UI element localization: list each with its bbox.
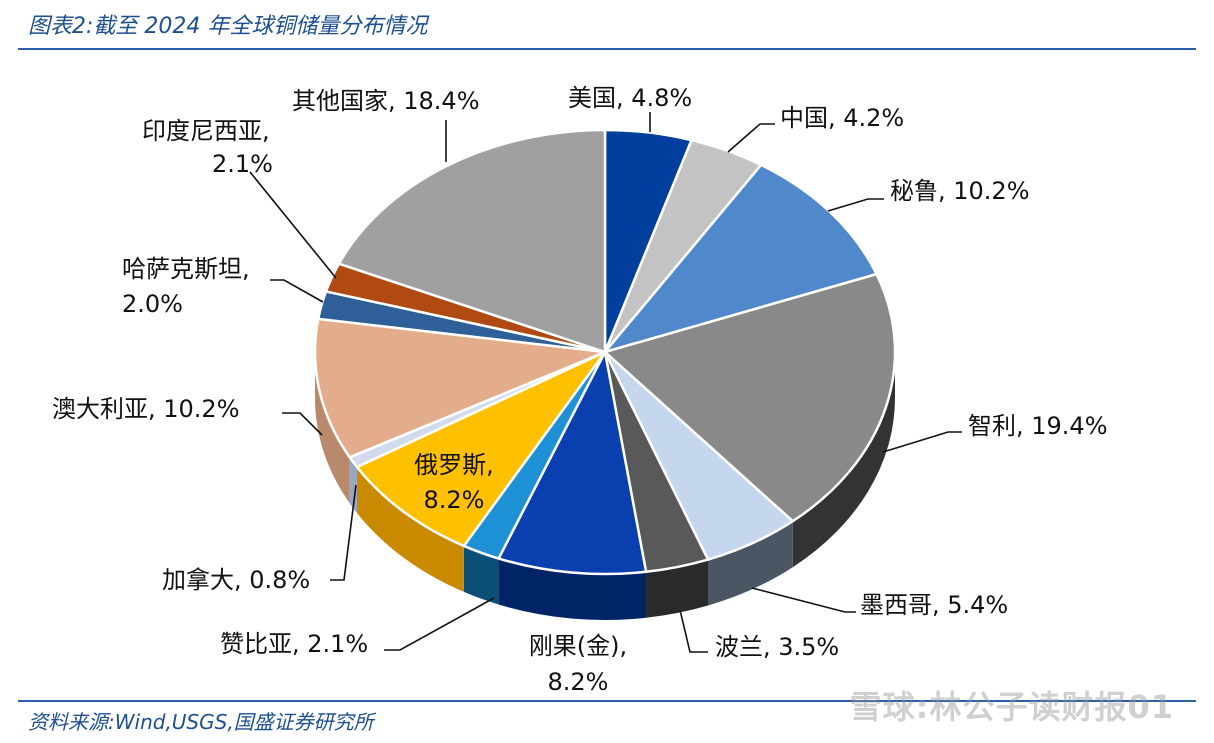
leader-line-10 (282, 412, 323, 436)
slice-label-12: 印度尼西亚, 2.1% (142, 117, 273, 178)
leader-line-1 (727, 123, 775, 153)
slice-label-4: 墨西哥, 5.4% (860, 591, 1008, 619)
figure-title: 图表2:截至 2024 年全球铜储量分布情况 (28, 14, 428, 39)
pie-slice-2 (603, 163, 878, 354)
leader-line-2 (827, 198, 884, 212)
pie-slice-8 (355, 350, 607, 548)
slice-label-0: 美国, 4.8% (568, 84, 692, 112)
pie-slices (313, 128, 897, 576)
leader-line-9 (330, 484, 357, 581)
slice-side-9 (349, 457, 357, 514)
pie-sides (315, 352, 895, 620)
slice-label-5: 波兰, 3.5% (715, 633, 839, 661)
pie-slice-13 (337, 128, 607, 354)
top-rule (18, 48, 1196, 50)
slice-side-3 (792, 352, 895, 568)
pie-slice-6 (497, 350, 648, 576)
slice-side-7 (463, 545, 499, 605)
slice-side-5 (646, 559, 709, 618)
leader-line-7 (384, 597, 495, 651)
slice-label-7: 赞比亚, 2.1% (220, 630, 368, 658)
slice-label-2: 秘鲁, 10.2% (890, 177, 1030, 205)
slice-label-13: 其他国家, 18.4% (292, 87, 480, 115)
slice-side-8 (356, 467, 464, 592)
pie-slice-3 (603, 272, 897, 523)
slice-label-11: 哈萨克斯坦, 2.0% (122, 255, 250, 318)
source-note: 资料来源:Wind,USGS,国盛证券研究所 (28, 710, 374, 734)
leader-line-5 (679, 609, 708, 653)
leader-line-3 (882, 431, 962, 453)
leader-line-4 (751, 587, 856, 613)
slice-label-10: 澳大利亚, 10.2% (52, 395, 240, 423)
bottom-rule (18, 700, 1196, 702)
slice-label-9: 加拿大, 0.8% (162, 566, 310, 594)
slice-side-6 (498, 558, 647, 620)
slice-label-6: 刚果(金), 8.2% (529, 632, 627, 696)
leader-line-12 (249, 171, 337, 279)
leader-lines (249, 112, 962, 653)
leader-line-11 (270, 279, 324, 303)
pie-slice-10 (313, 317, 607, 459)
slice-label-3: 智利, 19.4% (968, 412, 1108, 440)
watermark-text: 雪球:林公子读财报01 (849, 688, 1174, 726)
slice-label-8: 俄罗斯, 8.2% (414, 451, 494, 514)
slice-labels: 美国, 4.8% 中国, 4.2% 秘鲁, 10.2% 智利, 19.4% 墨西哥, 5… (52, 84, 1108, 696)
slice-label-1: 中国, 4.2% (780, 104, 904, 132)
slice-side-4 (708, 521, 793, 606)
